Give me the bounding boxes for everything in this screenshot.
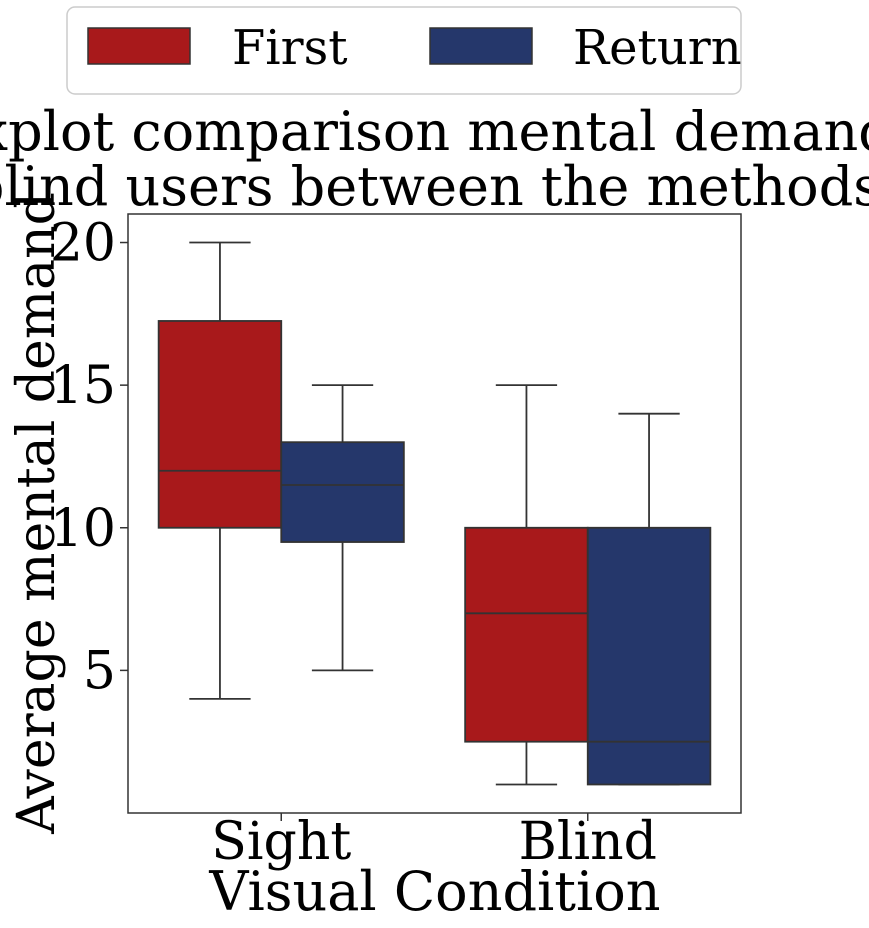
x-axis-label: Visual Condition [208, 860, 660, 923]
box-group [157, 241, 712, 786]
box-first-blind [464, 526, 589, 743]
y-tick-label-5: 5 [83, 641, 116, 701]
y-tick-label-10: 10 [50, 499, 116, 559]
chart-title-line-2: blind users between the methods. [0, 155, 869, 218]
box-return-blind [586, 526, 712, 786]
chart-title-line-1: Boxplot comparison mental demand of [0, 100, 869, 163]
x-tick-label-blind: Blind [519, 812, 657, 872]
x-tick-label-sight: Sight [211, 812, 351, 872]
plot-area [127, 213, 742, 814]
y-tick-label-20: 20 [50, 214, 116, 274]
y-tick-label-15: 15 [50, 356, 116, 416]
legend-swatch-return [429, 27, 533, 65]
legend-label-first: First [232, 20, 348, 76]
y-axis: 5 10 15 20 [50, 214, 128, 701]
x-axis: Sight Blind [211, 812, 657, 872]
legend-frame [66, 6, 742, 95]
box-return-sight [280, 441, 405, 543]
y-axis-label: Average mental demand [7, 192, 67, 835]
legend: First Return [66, 6, 742, 95]
legend-swatch-first [87, 27, 191, 65]
legend-label-return: Return [573, 20, 742, 76]
box-first-sight [157, 320, 283, 529]
